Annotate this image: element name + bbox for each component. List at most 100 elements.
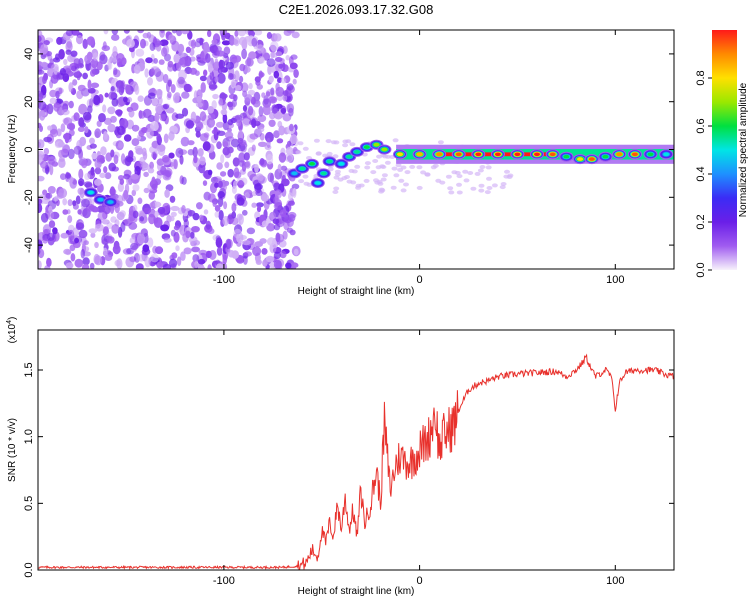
noise-blob [224,161,230,169]
x-tick-label: 0 [417,274,423,286]
noise-blob [82,38,88,50]
haze-blob [409,164,416,169]
haze-blob [332,154,339,159]
noise-blob [150,121,159,132]
noise-blob [216,130,226,136]
noise-blob [73,112,80,121]
haze-blob [499,185,506,190]
noise-blob [247,170,257,179]
noise-blob [282,45,288,54]
noise-blob [103,30,109,35]
haze-blob [462,169,469,174]
signal-blob [346,154,353,159]
noise-blob [49,128,59,138]
noise-blob [38,198,43,205]
noise-blob [240,112,247,119]
noise-blob [137,95,144,102]
noise-blob [146,128,154,139]
noise-blob [157,206,166,215]
noise-blob [94,128,102,139]
noise-blob [38,150,45,160]
noise-blob [178,58,186,65]
noise-blob [42,155,51,161]
y-tick-label: 1.0 [23,429,35,444]
noise-blob [203,69,208,77]
noise-blob [60,232,69,239]
noise-blob [268,119,276,128]
noise-blob [154,148,161,155]
noise-blob [241,48,248,60]
noise-blob [259,126,265,133]
noise-blob [232,157,240,167]
spectrogram-signal-layer [83,139,674,208]
noise-blob [38,248,41,255]
noise-blob [82,72,88,80]
noise-blob [183,247,192,255]
noise-blob [261,92,266,98]
noise-blob [222,254,228,265]
noise-blob [292,187,297,198]
noise-blob [102,104,107,113]
noise-blob [205,220,211,230]
noise-blob [190,39,197,49]
colorbar-label: Normalized spectral amplitude [738,82,749,217]
noise-blob [46,257,51,267]
noise-blob [67,148,75,160]
noise-blob [225,61,235,70]
noise-blob [115,109,123,116]
haze-blob [451,170,458,175]
noise-blob [89,64,96,71]
noise-blob [79,136,87,147]
noise-blob [109,186,116,196]
noise-blob [147,77,153,86]
noise-blob [194,70,200,76]
noise-blob [181,30,190,35]
noise-blob [151,97,160,107]
noise-blob [286,30,295,34]
haze-blob [334,172,341,177]
haze-blob [506,175,513,179]
noise-blob [143,187,150,194]
haze-blob [445,174,452,179]
noise-blob [199,156,206,166]
haze-blob [333,175,340,180]
noise-blob [222,215,229,226]
noise-blob [227,101,234,108]
noise-blob [290,134,298,145]
noise-blob [148,208,156,218]
noise-blob [233,167,240,178]
noise-blob [251,202,257,208]
noise-blob [38,90,44,101]
signal-blob [97,197,104,202]
haze-blob [478,183,485,188]
noise-blob [248,51,257,60]
noise-blob [266,32,272,39]
noise-blob [42,237,49,244]
noise-blob [169,215,175,222]
noise-blob [104,92,109,98]
x-tick-label: -100 [213,274,235,286]
noise-blob [153,58,159,64]
noise-blob [107,106,116,115]
haze-blob [381,173,388,178]
noise-blob [238,152,246,163]
noise-blob [286,83,294,91]
noise-blob [273,223,281,231]
noise-blob [228,213,234,220]
noise-blob [274,189,282,199]
haze-blob [500,182,507,186]
noise-blob [243,66,251,73]
noise-blob [228,93,237,100]
noise-blob [202,141,211,152]
noise-blob [230,79,236,89]
noise-blob [150,68,155,76]
haze-blob [349,142,356,147]
noise-blob [288,214,296,222]
noise-blob [293,69,299,78]
noise-blob [191,246,201,253]
noise-blob [91,152,98,160]
noise-blob [126,119,134,130]
noise-blob [280,77,287,84]
haze-blob [392,138,399,143]
noise-blob [222,146,230,156]
